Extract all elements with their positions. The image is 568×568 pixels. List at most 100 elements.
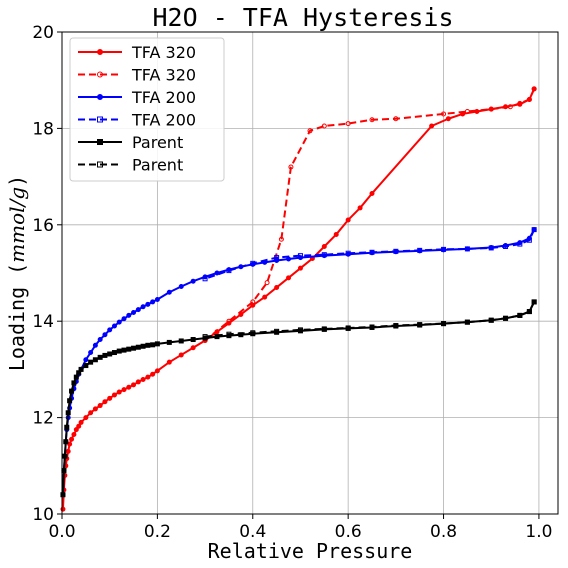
data-point (250, 299, 256, 305)
legend: TFA 320 TFA 320 TFA 200 TFA 200 Parent Parent (69, 37, 225, 182)
series-line (204, 229, 536, 280)
data-point (107, 351, 113, 357)
y-tick-label: 20 (32, 23, 54, 43)
x-tick-label: 0.8 (430, 522, 457, 542)
data-point (297, 327, 303, 333)
data-point (102, 332, 108, 338)
data-point (517, 100, 523, 106)
data-point (78, 419, 84, 425)
data-point (126, 384, 132, 390)
data-point (488, 106, 494, 112)
data-point (190, 278, 196, 284)
data-point (131, 310, 137, 316)
data-point (531, 86, 537, 92)
data-point (67, 398, 73, 404)
data-point (65, 410, 71, 416)
data-point (69, 436, 75, 442)
data-point (345, 121, 351, 127)
data-point (121, 316, 127, 322)
data-point (140, 343, 146, 349)
data-point (154, 341, 160, 347)
data-point (369, 249, 375, 255)
legend-label: Parent (132, 133, 183, 152)
data-point (64, 424, 70, 430)
data-point (503, 243, 509, 249)
data-point (135, 307, 141, 313)
data-point (83, 363, 89, 369)
legend-box (69, 37, 225, 182)
data-point (69, 388, 75, 394)
data-point (321, 252, 327, 258)
legend-swatch-marker (97, 116, 103, 123)
data-point (88, 410, 94, 416)
x-tick-label: 0.6 (335, 522, 362, 542)
y-axis-label-suffix: ) (5, 175, 29, 187)
data-point (393, 323, 399, 329)
data-point (274, 255, 280, 261)
legend-item: TFA 320 (78, 43, 196, 62)
data-point (135, 344, 141, 350)
data-point (111, 350, 117, 356)
data-point (250, 302, 256, 308)
data-point (488, 317, 494, 323)
data-point (178, 338, 184, 344)
data-point (417, 322, 423, 328)
legend-swatch-marker (97, 94, 103, 100)
y-tick-label: 16 (32, 216, 54, 236)
data-point (140, 377, 146, 383)
data-point (166, 359, 172, 365)
data-point (150, 299, 156, 305)
series-1 (202, 86, 537, 343)
data-point (126, 312, 132, 318)
x-axis-ticks: 0.0 0.2 0.4 0.6 0.8 1.0 (48, 514, 552, 542)
data-point (321, 326, 327, 332)
data-point (97, 354, 103, 360)
data-point (178, 283, 184, 289)
data-point (517, 312, 523, 318)
data-point (65, 448, 71, 454)
data-point (333, 231, 339, 237)
x-axis-label: Relative Pressure (208, 539, 413, 563)
data-point (526, 237, 532, 243)
data-point (92, 342, 98, 348)
legend-swatch-marker (97, 49, 103, 55)
data-point (531, 299, 537, 305)
data-point (526, 96, 532, 102)
data-point (488, 245, 494, 251)
data-point (464, 246, 470, 252)
series-5 (202, 299, 537, 340)
plot-frame (61, 31, 559, 515)
data-point (76, 423, 82, 429)
data-point (166, 339, 172, 345)
data-point (286, 275, 292, 281)
data-point (150, 342, 156, 348)
x-tick-label: 0.2 (144, 522, 171, 542)
data-point (83, 415, 89, 421)
data-point (369, 190, 375, 196)
series-layer (60, 86, 537, 512)
data-point (97, 403, 103, 409)
data-point (121, 387, 127, 393)
data-point (97, 337, 103, 343)
data-point (116, 348, 122, 354)
data-point (214, 270, 220, 276)
data-point (507, 104, 513, 110)
x-tick-label: 0.4 (239, 522, 266, 542)
y-axis-label: Loading (mmol/g) (5, 175, 29, 371)
data-point (345, 250, 351, 256)
data-point (345, 325, 351, 331)
data-point (126, 346, 132, 352)
data-point (503, 315, 509, 321)
data-point (111, 392, 117, 398)
data-point (135, 379, 141, 385)
data-point (264, 280, 270, 286)
data-point (145, 301, 151, 307)
data-point (297, 253, 303, 259)
data-point (107, 395, 113, 401)
y-tick-label: 12 (32, 409, 54, 429)
data-point (226, 268, 232, 274)
data-point (102, 352, 108, 358)
data-point (226, 318, 232, 324)
data-point (369, 117, 375, 123)
